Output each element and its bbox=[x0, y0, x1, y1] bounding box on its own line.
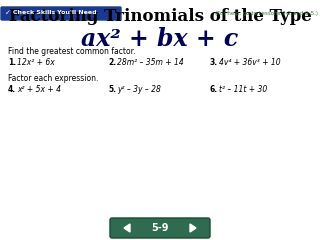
Text: t² – 11t + 30: t² – 11t + 30 bbox=[219, 85, 267, 94]
Text: Factoring Trinomials of the Type: Factoring Trinomials of the Type bbox=[9, 8, 311, 25]
Polygon shape bbox=[124, 224, 130, 232]
Text: 3.: 3. bbox=[210, 58, 218, 67]
Text: ax² + bx + c: ax² + bx + c bbox=[81, 27, 239, 51]
FancyBboxPatch shape bbox=[110, 218, 210, 238]
Text: y² – 3y – 28: y² – 3y – 28 bbox=[117, 85, 161, 94]
Polygon shape bbox=[190, 224, 196, 232]
Text: x² + 5x + 4: x² + 5x + 4 bbox=[17, 85, 61, 94]
Text: 5.: 5. bbox=[108, 85, 116, 94]
Text: 6.: 6. bbox=[210, 85, 218, 94]
Text: 28m² – 35m + 14: 28m² – 35m + 14 bbox=[117, 58, 184, 67]
Text: ✓: ✓ bbox=[5, 10, 11, 16]
FancyBboxPatch shape bbox=[1, 7, 121, 20]
Text: 4.: 4. bbox=[8, 85, 16, 94]
Text: 12x² + 6x: 12x² + 6x bbox=[17, 58, 55, 67]
Text: 5-9: 5-9 bbox=[151, 223, 169, 233]
Text: 1.: 1. bbox=[8, 58, 16, 67]
Text: 4v⁴ + 36v³ + 10: 4v⁴ + 36v³ + 10 bbox=[219, 58, 281, 67]
Text: Check Skills You'll Need: Check Skills You'll Need bbox=[13, 11, 97, 16]
Text: (For help, go to Lessons 9-2 and 9-5.): (For help, go to Lessons 9-2 and 9-5.) bbox=[215, 11, 318, 16]
Text: 2.: 2. bbox=[108, 58, 116, 67]
Text: Factor each expression.: Factor each expression. bbox=[8, 74, 98, 83]
Text: Find the greatest common factor.: Find the greatest common factor. bbox=[8, 47, 135, 56]
